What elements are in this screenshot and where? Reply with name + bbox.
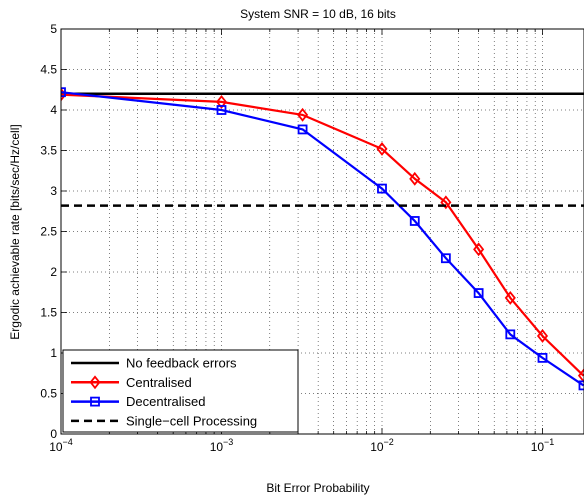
legend-label: Single−cell Processing — [126, 413, 257, 428]
data-point — [578, 380, 584, 391]
data-point — [440, 195, 452, 210]
y-tick-label: 2.5 — [40, 225, 57, 239]
y-axis-label: Ergodic achievable rate [bits/sec/Hz/cel… — [8, 124, 22, 339]
y-tick-label: 0 — [50, 427, 57, 441]
series-line — [61, 93, 584, 377]
x-axis-label: Bit Error Probability — [266, 481, 369, 495]
data-point — [215, 94, 228, 109]
y-tick-label: 3 — [50, 184, 57, 198]
legend-marker — [89, 375, 101, 390]
tick-labels: 0 0.5 1 1.5 2 2.5 3 3.5 4 4.5 5 10−4 10−3 10−2 10−1 — [40, 22, 554, 454]
x-tick-label: 10−4 — [49, 437, 73, 454]
chart-title: System SNR = 10 dB, 16 bits — [240, 7, 396, 21]
data-point — [61, 87, 66, 98]
legend-label: Decentralised — [126, 394, 206, 409]
x-tick-label: 10−2 — [370, 437, 394, 454]
data-point — [440, 253, 451, 264]
data-point — [377, 183, 387, 194]
legend-marker — [90, 396, 100, 407]
series-line — [61, 91, 584, 387]
plot-frame — [60, 28, 584, 435]
data-point — [536, 329, 549, 343]
y-tick-label: 2 — [50, 265, 57, 279]
y-tick-label: 5 — [50, 22, 57, 36]
data-point — [216, 105, 227, 115]
data-point — [376, 141, 388, 156]
x-tick-label: 10−1 — [531, 437, 555, 454]
data-point — [505, 329, 516, 340]
y-tick-label: 4 — [50, 103, 57, 117]
x-tick-label: 10−3 — [210, 437, 234, 454]
y-tick-label: 0.5 — [40, 387, 57, 401]
data-point — [409, 171, 421, 186]
y-tick-label: 4.5 — [40, 63, 57, 77]
legend: No feedback errors Centralised Decentralis… — [62, 349, 299, 433]
y-tick-label: 3.5 — [40, 144, 57, 158]
data-point — [504, 290, 516, 305]
data-point — [473, 288, 484, 298]
legend-label: Centralised — [126, 375, 192, 390]
y-tick-label: 1.5 — [40, 306, 57, 320]
legend-label: No feedback errors — [126, 356, 237, 371]
data-point — [537, 352, 548, 363]
data-point — [297, 107, 309, 122]
y-tick-label: 1 — [50, 346, 57, 360]
data-point — [473, 242, 485, 257]
axes — [60, 28, 584, 435]
data-point — [297, 124, 308, 135]
data-point — [409, 216, 420, 226]
series-layer — [61, 87, 584, 391]
